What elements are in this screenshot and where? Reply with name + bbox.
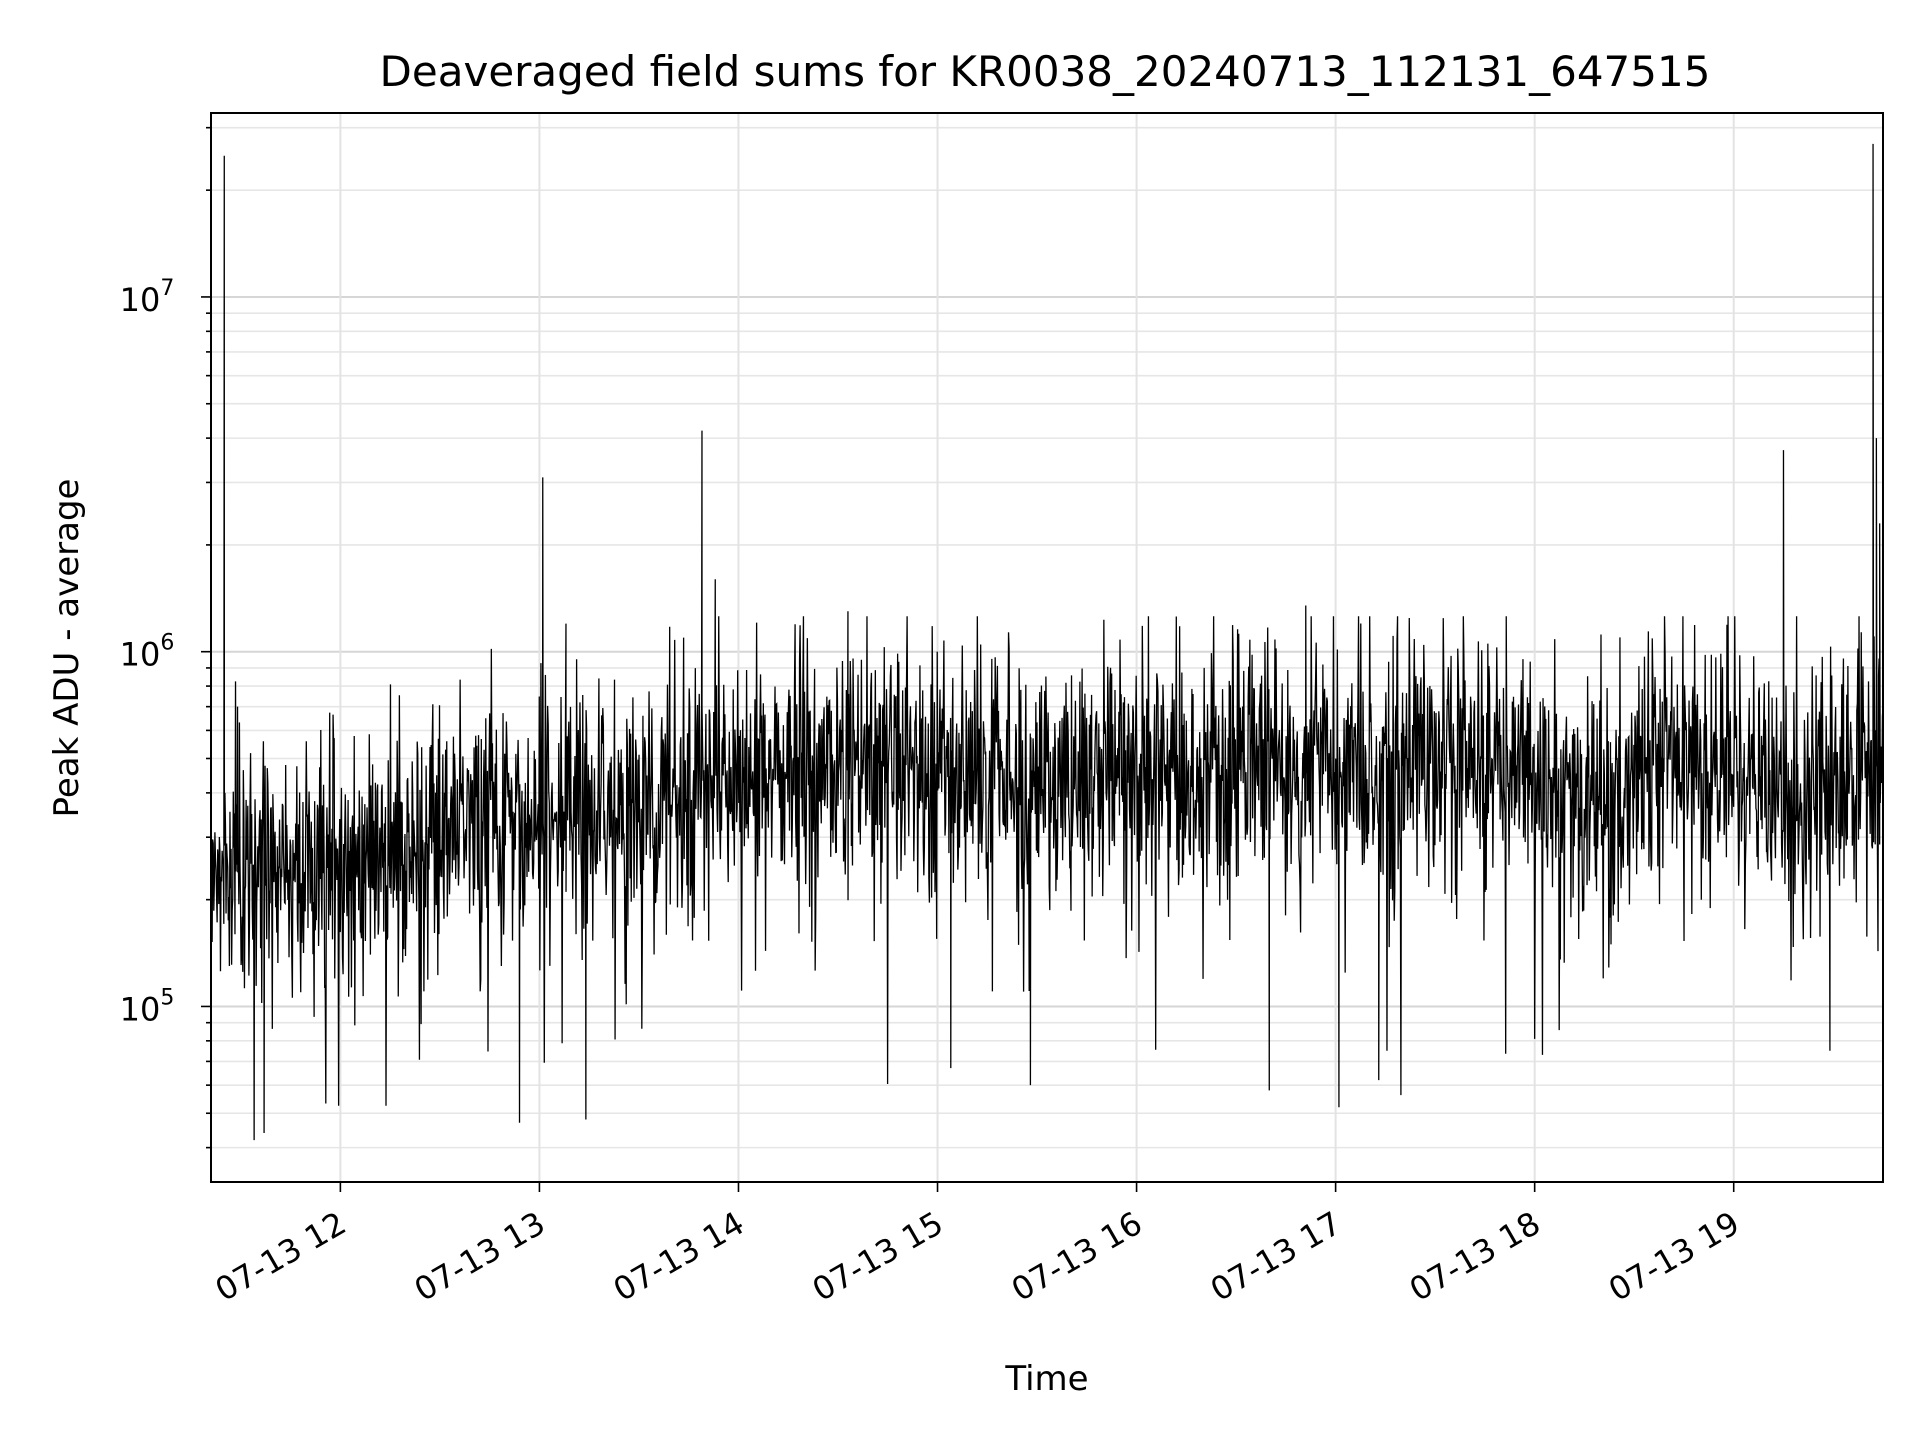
plot-frame bbox=[210, 112, 1884, 1183]
y-tick-label: 106 bbox=[120, 631, 175, 674]
series-line bbox=[211, 143, 1883, 1141]
x-axis-label: Time bbox=[1004, 1359, 1088, 1399]
y-axis: 105 106 107 bbox=[120, 126, 211, 1149]
y-axis-label: Peak ADU - average bbox=[47, 479, 87, 818]
chart-title: Deaveraged field sums for KR0038_2024071… bbox=[380, 47, 1711, 96]
y-tick-label: 105 bbox=[120, 985, 175, 1028]
y-tick-label: 107 bbox=[120, 276, 175, 319]
